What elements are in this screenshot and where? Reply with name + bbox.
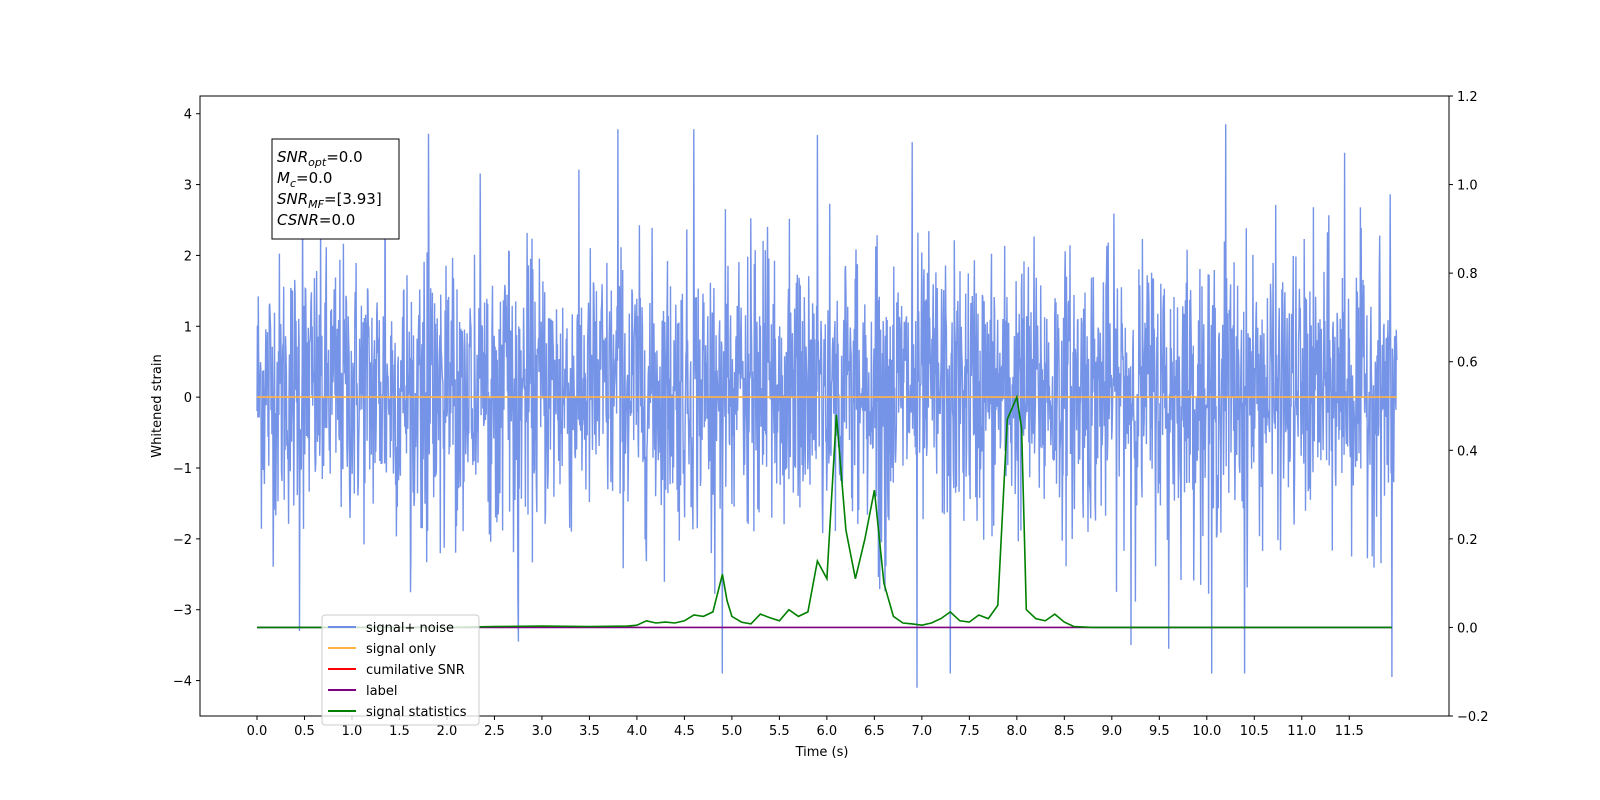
x-tick-label: 4.5 <box>674 724 695 739</box>
y-tick-label: 0 <box>184 391 192 406</box>
x-tick-label: 2.5 <box>484 724 505 739</box>
legend-label: cumilative SNR <box>366 663 465 678</box>
x-tick-label: 3.5 <box>579 724 600 739</box>
y2-tick-label: 0.2 <box>1457 533 1478 548</box>
legend-label: signal only <box>366 642 436 657</box>
y-tick-label: 1 <box>184 320 192 335</box>
x-tick-label: 11.5 <box>1335 724 1364 739</box>
plot-frame <box>199 95 1450 717</box>
x-tick-label: 9.0 <box>1101 724 1122 739</box>
x-tick-label: 10.5 <box>1240 724 1269 739</box>
x-tick-label: 7.5 <box>959 724 980 739</box>
x-tick-label: 1.0 <box>342 724 363 739</box>
y-tick-label: −1 <box>173 462 192 477</box>
x-tick-label: 11.0 <box>1287 724 1316 739</box>
x-tick-label: 7.0 <box>912 724 933 739</box>
x-tick-label: 6.0 <box>817 724 838 739</box>
y2-tick-label: 1.2 <box>1457 90 1478 105</box>
x-tick-label: 0.5 <box>294 724 315 739</box>
y-axis-right: −0.2 0.0 0.2 0.4 0.6 0.8 1.0 1.2 <box>1449 90 1489 725</box>
y-tick-label: 2 <box>184 249 192 264</box>
series-signal-noise <box>256 124 1398 688</box>
y2-tick-label: 0.8 <box>1457 267 1478 282</box>
x-tick-label: 10.0 <box>1192 724 1221 739</box>
y-tick-label: 4 <box>184 108 192 123</box>
x-tick-label: 8.5 <box>1054 724 1075 739</box>
x-tick-label: 0.0 <box>247 724 268 739</box>
x-axis-label: Time (s) <box>795 745 849 760</box>
x-tick-label: 1.5 <box>389 724 410 739</box>
y2-tick-label: 0.6 <box>1457 356 1478 371</box>
legend-label: signal statistics <box>366 705 467 720</box>
x-tick-label: 2.0 <box>437 724 458 739</box>
y-axis-label: Whitened strain <box>150 354 165 457</box>
y-tick-label: 3 <box>184 179 192 194</box>
annotation-frame <box>271 138 400 240</box>
annotation-line: Mc=0.0 <box>277 169 332 190</box>
x-tick-label: 3.0 <box>532 724 553 739</box>
legend-label: label <box>366 684 397 699</box>
series-signal-statistics <box>257 394 1392 629</box>
legend-frame <box>321 614 480 726</box>
x-axis: 0.0 0.5 1.0 1.5 2.0 2.5 3.0 3.5 4.0 4.5 5.0 5.5 6.0 6… <box>247 716 1364 739</box>
legend-label: signal+ noise <box>366 621 454 636</box>
legend: signal+ noise signal only cumilative SNR la… <box>321 614 480 726</box>
x-tick-label: 6.5 <box>864 724 885 739</box>
y2-tick-label: 1.0 <box>1457 179 1478 194</box>
y2-tick-label: −0.2 <box>1457 710 1489 725</box>
y2-tick-label: 0.0 <box>1457 621 1478 636</box>
y2-tick-label: 0.4 <box>1457 444 1478 459</box>
annotation-line: CSNR=0.0 <box>277 211 355 229</box>
annotation-line: SNRMF=[3.93] <box>277 190 382 211</box>
x-tick-label: 5.5 <box>769 724 790 739</box>
y-tick-label: −4 <box>173 675 192 690</box>
x-tick-label: 9.5 <box>1149 724 1170 739</box>
annotation-line: SNRopt=0.0 <box>277 148 363 169</box>
y-axis-left: −4 −3 −2 −1 0 1 2 3 4 <box>173 108 200 690</box>
y-tick-label: −3 <box>173 604 192 619</box>
x-tick-label: 8.0 <box>1006 724 1027 739</box>
x-tick-label: 5.0 <box>722 724 743 739</box>
data-layer <box>256 124 1398 688</box>
x-tick-label: 4.0 <box>627 724 648 739</box>
y-tick-label: −2 <box>173 533 192 548</box>
